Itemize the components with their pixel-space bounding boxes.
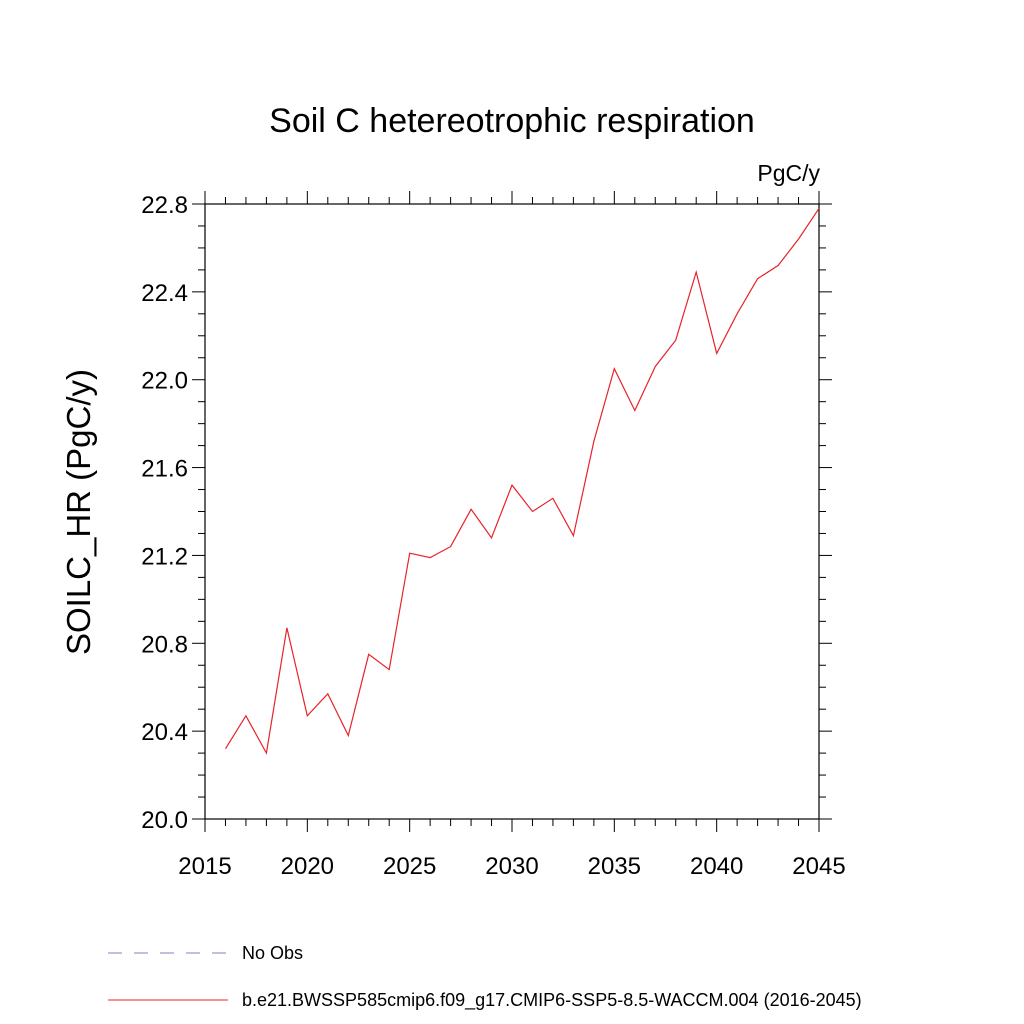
y-tick-label: 21.2	[141, 543, 188, 570]
legend-label-no-obs: No Obs	[242, 943, 303, 963]
y-tick-label: 20.8	[141, 631, 188, 658]
y-tick-label: 22.0	[141, 368, 188, 395]
y-tick-label: 22.4	[141, 280, 188, 307]
x-tick-label: 2045	[792, 853, 845, 880]
legend: No Obs b.e21.BWSSP585cmip6.f09_g17.CMIP6…	[108, 943, 862, 1011]
x-tick-label: 2025	[383, 853, 436, 880]
y-tick-label: 20.4	[141, 719, 188, 746]
x-tick-label: 2040	[690, 853, 743, 880]
ticks	[192, 191, 832, 832]
series	[224, 208, 820, 755]
units-label: PgC/y	[757, 160, 820, 186]
x-tick-label: 2035	[588, 853, 641, 880]
series-line	[224, 208, 820, 755]
legend-label-model: b.e21.BWSSP585cmip6.f09_g17.CMIP6-SSP5-8…	[242, 990, 862, 1011]
y-axis-label: SOILC_HR (PgC/y)	[60, 369, 97, 655]
y-tick-label: 22.8	[141, 192, 188, 219]
plot-frame	[204, 203, 820, 820]
tick-labels: 2015 2020 2025 2030 2035 2040 2045 20.0 20.4 20.8…	[141, 192, 845, 880]
x-tick-label: 2030	[485, 853, 538, 880]
x-tick-label: 2015	[178, 853, 231, 880]
x-tick-label: 2020	[281, 853, 334, 880]
y-tick-label: 20.0	[141, 807, 188, 834]
y-tick-label: 21.6	[141, 456, 188, 483]
chart-title: Soil C hetereotrophic respiration	[269, 102, 755, 140]
